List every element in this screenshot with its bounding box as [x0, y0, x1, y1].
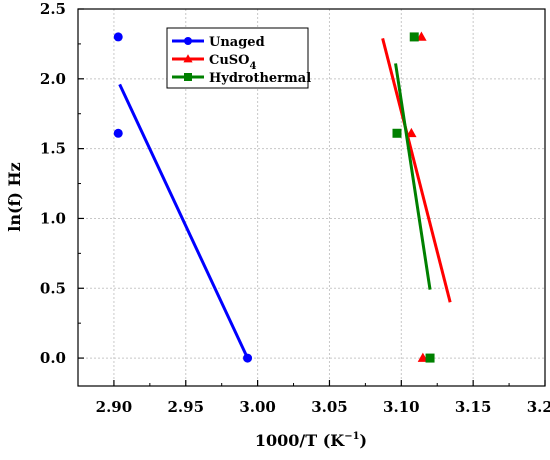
- data-point: [113, 32, 123, 42]
- x-tick-label: 2.95: [167, 398, 204, 416]
- y-axis-title: ln(f) Hz: [5, 162, 24, 232]
- legend-marker: [184, 73, 192, 81]
- legend-label: Unaged: [209, 35, 265, 50]
- x-tick-label: 3.05: [311, 398, 348, 416]
- plot-series: [113, 31, 452, 363]
- x-tick-label: 3.10: [383, 398, 420, 416]
- data-point: [113, 128, 123, 138]
- series-2: [392, 32, 435, 363]
- data-point: [409, 32, 419, 42]
- series-0: [113, 32, 253, 363]
- fit-line: [381, 37, 452, 303]
- y-tick-label: 0.0: [40, 349, 66, 367]
- legend-marker: [183, 54, 193, 63]
- ticks: 2.90 2.95 3.00 3.05 3.10 3.15 3.20 0.0 0.5 1.0 1.5…: [40, 0, 550, 416]
- y-tick-label: 1.5: [40, 140, 66, 158]
- x-tick-label: 2.90: [96, 398, 133, 416]
- data-point: [417, 352, 429, 362]
- legend-label: Hydrothermal: [209, 71, 311, 86]
- data-point: [392, 128, 402, 138]
- series-1: [381, 31, 452, 362]
- y-tick-label: 2.5: [40, 0, 66, 18]
- legend-label: CuSO4: [209, 53, 257, 72]
- grid: [78, 8, 546, 386]
- data-point: [416, 31, 427, 41]
- legend-marker: [184, 37, 192, 45]
- x-tick-label: 3.15: [455, 398, 492, 416]
- x-tick-label: 3.00: [239, 398, 276, 416]
- x-axis-title: 1000/T (K−1): [255, 431, 367, 450]
- data-point: [425, 353, 435, 363]
- data-point: [243, 353, 253, 363]
- fit-line: [394, 63, 432, 290]
- fit-line: [118, 83, 249, 359]
- y-tick-label: 0.5: [40, 279, 66, 297]
- x-tick-label: 3.20: [527, 398, 550, 416]
- y-tick-label: 1.0: [40, 209, 66, 227]
- plot-frame: [77, 8, 546, 387]
- y-tick-label: 2.0: [40, 70, 66, 88]
- data-point: [406, 127, 417, 138]
